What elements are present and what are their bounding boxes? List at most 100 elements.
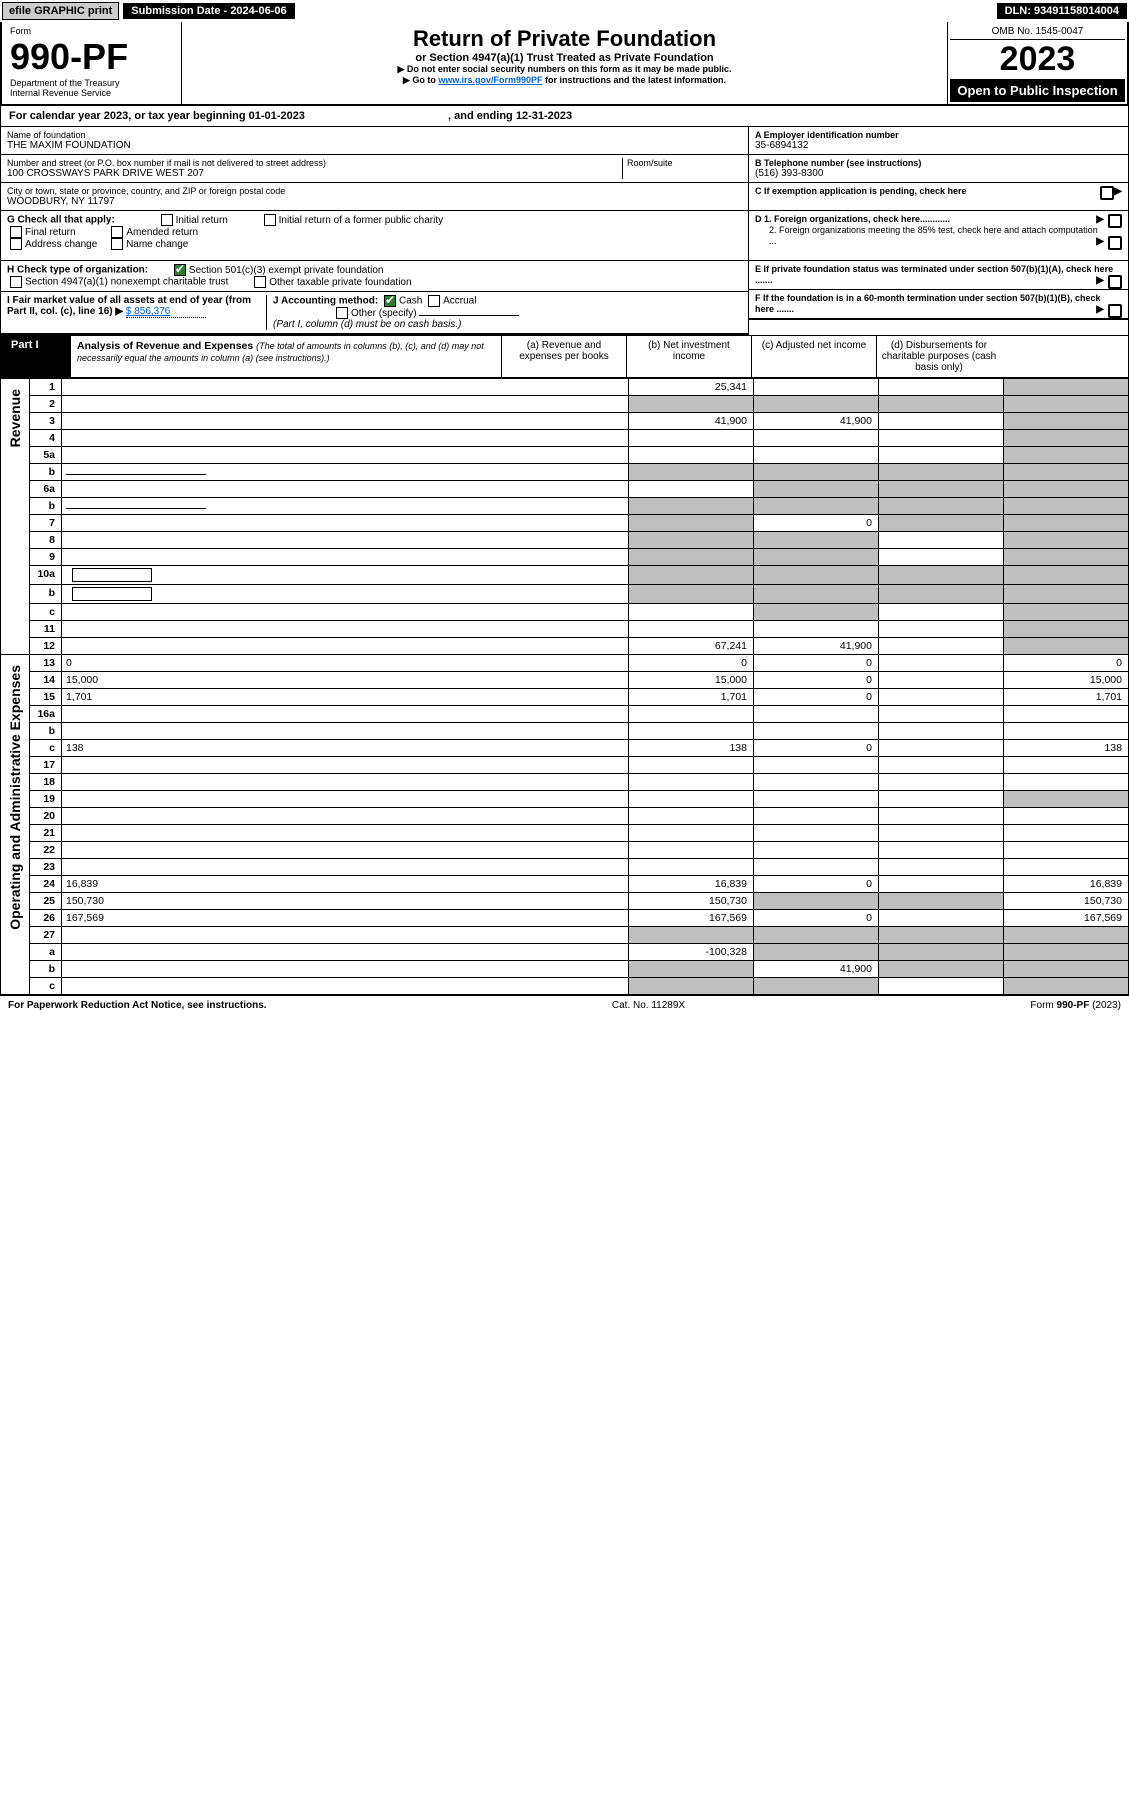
other-method-checkbox[interactable] (336, 307, 348, 319)
cell-c (879, 672, 1004, 689)
table-row: 18 (1, 774, 1129, 791)
b-label: B Telephone number (see instructions) (755, 158, 1122, 168)
cell-c (879, 808, 1004, 825)
table-row: 5a (1, 447, 1129, 464)
cell-c (879, 604, 1004, 621)
line-number: 13 (30, 655, 62, 672)
amended-return-checkbox[interactable] (111, 226, 123, 238)
cell-d: 16,839 (1004, 876, 1129, 893)
calendar-year-row: For calendar year 2023, or tax year begi… (0, 106, 1129, 127)
g-check-row: G Check all that apply: Initial return I… (1, 211, 748, 261)
line-number: 23 (30, 859, 62, 876)
line-description (62, 961, 629, 978)
cell-c (879, 961, 1004, 978)
name-change-checkbox[interactable] (111, 238, 123, 250)
d2-label: 2. Foreign organizations meeting the 85%… (769, 225, 1098, 246)
table-row: 23 (1, 859, 1129, 876)
line-description: 1,701 (62, 689, 629, 706)
line-description: 167,569 (62, 910, 629, 927)
line-description (62, 978, 629, 995)
cell-d (1004, 464, 1129, 481)
city-value: WOODBURY, NY 11797 (7, 196, 742, 207)
fmv-link[interactable]: $ 856,376 (126, 306, 206, 318)
phone-value: (516) 393-8300 (755, 168, 1122, 179)
initial-return-checkbox[interactable] (161, 214, 173, 226)
line-number: b (30, 498, 62, 515)
cash-checkbox[interactable] (384, 295, 396, 307)
line-description (62, 621, 629, 638)
c-checkbox[interactable] (1100, 186, 1114, 200)
form-subtitle: or Section 4947(a)(1) Trust Treated as P… (190, 52, 939, 64)
part1-label: Part I (1, 336, 49, 354)
form990pf-link[interactable]: www.irs.gov/Form990PF (438, 75, 542, 85)
cell-b (754, 706, 879, 723)
other-taxable-checkbox[interactable] (254, 276, 266, 288)
line-number: b (30, 961, 62, 978)
cell-c (879, 655, 1004, 672)
city-label: City or town, state or province, country… (7, 186, 742, 196)
line-number: 26 (30, 910, 62, 927)
h-opt-1: Section 501(c)(3) exempt private foundat… (189, 265, 384, 276)
line-number: 22 (30, 842, 62, 859)
line-number: 20 (30, 808, 62, 825)
final-return-checkbox[interactable] (10, 226, 22, 238)
address-change-checkbox[interactable] (10, 238, 22, 250)
table-row: 22 (1, 842, 1129, 859)
cell-d (1004, 638, 1129, 655)
line-number: 1 (30, 379, 62, 396)
line-description (62, 604, 629, 621)
line-description (62, 638, 629, 655)
cell-d (1004, 447, 1129, 464)
header-note-2: ▶ Go to www.irs.gov/Form990PF for instru… (190, 75, 939, 86)
line-description (62, 808, 629, 825)
table-row: 2 (1, 396, 1129, 413)
f-checkbox[interactable] (1108, 304, 1122, 318)
col-c-header: (c) Adjusted net income (751, 336, 876, 377)
cell-b: 0 (754, 689, 879, 706)
cell-a: 0 (629, 655, 754, 672)
j-note: (Part I, column (d) must be on cash basi… (273, 319, 461, 330)
line-description: 150,730 (62, 893, 629, 910)
cell-b (754, 379, 879, 396)
4947-checkbox[interactable] (10, 276, 22, 288)
efile-print-button[interactable]: efile GRAPHIC print (2, 2, 119, 20)
table-row: 20 (1, 808, 1129, 825)
accrual-checkbox[interactable] (428, 295, 440, 307)
cell-b (754, 481, 879, 498)
ein-value: 35-6894132 (755, 140, 1122, 151)
cell-a: 1,701 (629, 689, 754, 706)
line-number: 17 (30, 757, 62, 774)
table-row: 6a (1, 481, 1129, 498)
cell-d (1004, 723, 1129, 740)
top-bar: efile GRAPHIC print Submission Date - 20… (0, 0, 1129, 22)
cell-b (754, 396, 879, 413)
initial-return-public-checkbox[interactable] (264, 214, 276, 226)
submission-date-badge: Submission Date - 2024-06-06 (123, 3, 294, 19)
d1-checkbox[interactable] (1108, 214, 1122, 228)
dln-badge: DLN: 93491158014004 (997, 3, 1127, 19)
cell-a: 41,900 (629, 413, 754, 430)
table-row: b41,900 (1, 961, 1129, 978)
cell-b: 0 (754, 515, 879, 532)
col-b-header: (b) Net investment income (626, 336, 751, 377)
501c3-checkbox[interactable] (174, 264, 186, 276)
line-description (62, 532, 629, 549)
g-label: G Check all that apply: (7, 215, 115, 226)
line-description (62, 379, 629, 396)
d-row: D 1. Foreign organizations, check here..… (749, 211, 1128, 261)
cell-d (1004, 842, 1129, 859)
calyear-mid: , and ending (445, 110, 516, 122)
table-row: 21 (1, 825, 1129, 842)
g-opt-0: Initial return (176, 215, 228, 226)
name-row: Name of foundation THE MAXIM FOUNDATION (1, 127, 748, 155)
cell-c (879, 464, 1004, 481)
cell-c (879, 689, 1004, 706)
cell-d: 150,730 (1004, 893, 1129, 910)
e-checkbox[interactable] (1108, 275, 1122, 289)
g-opt-4: Address change (25, 239, 97, 250)
line-description (62, 498, 629, 515)
table-row: c1381380138 (1, 740, 1129, 757)
form-label: Form (10, 26, 173, 36)
d2-checkbox[interactable] (1108, 236, 1122, 250)
cell-c (879, 621, 1004, 638)
